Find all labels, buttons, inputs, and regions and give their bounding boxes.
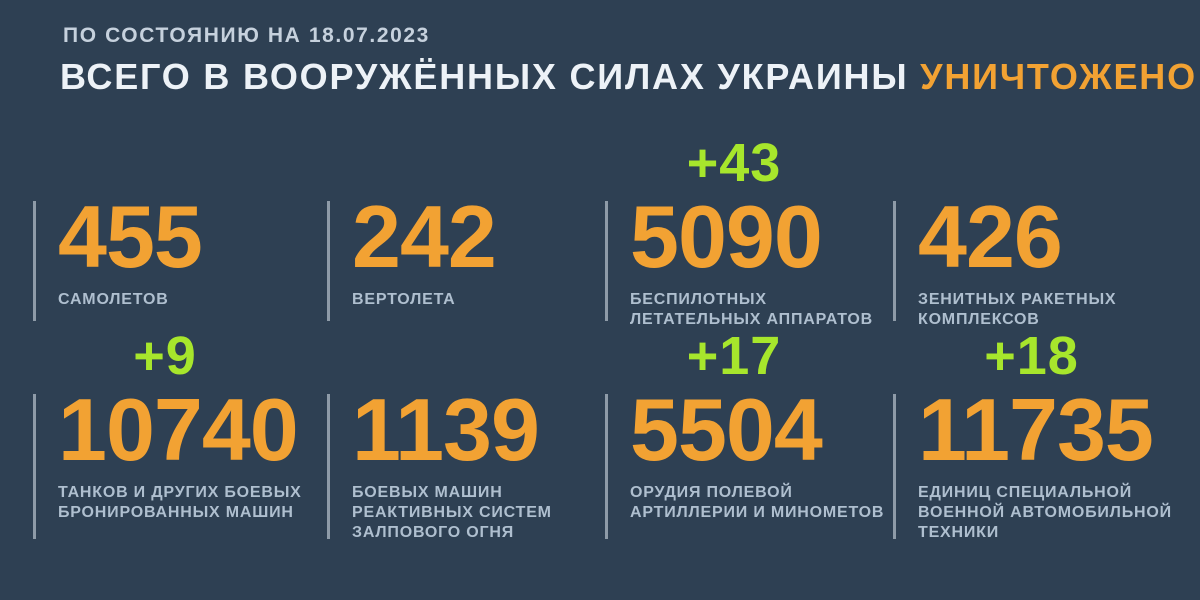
page-title-accent: УНИЧТОЖЕНО: — [920, 56, 1200, 97]
stat-label: ЕДИНИЦ СПЕЦИАЛЬНОЙ ВОЕННОЙ АВТОМОБИЛЬНОЙ… — [918, 484, 1172, 541]
stat-body: 10740 ТАНКОВ И ДРУГИХ БОЕВЫХ БРОНИРОВАНН… — [33, 380, 327, 539]
stat-delta: +43 — [686, 133, 782, 193]
stat-label: ОРУДИЯ ПОЛЕВОЙ АРТИЛЛЕРИИ И МИНОМЕТОВ — [630, 484, 885, 521]
stat-delta: +18 — [984, 326, 1079, 386]
stat-body: 242 ВЕРТОЛЕТА — [327, 187, 605, 321]
page-title-main: ВСЕГО В ВООРУЖЁННЫХ СИЛАХ УКРАИНЫ — [60, 56, 921, 97]
page-title: ВСЕГО В ВООРУЖЁННЫХ СИЛАХ УКРАИНЫ УНИЧТО… — [60, 56, 1200, 98]
stat-value: 11735 — [918, 380, 1154, 479]
stat-body: 5504 ОРУДИЯ ПОЛЕВОЙ АРТИЛЛЕРИИ И МИНОМЕТ… — [605, 380, 893, 539]
stat-value: 10740 — [58, 380, 299, 479]
stat-military-vehicles: +18 11735 ЕДИНИЦ СПЕЦИАЛЬНОЙ ВОЕННОЙ АВТ… — [893, 328, 1200, 543]
stat-tanks: +9 10740 ТАНКОВ И ДРУГИХ БОЕВЫХ БРОНИРОВ… — [33, 328, 327, 543]
stat-value: 5504 — [630, 380, 823, 479]
stats-row-2: +9 10740 ТАНКОВ И ДРУГИХ БОЕВЫХ БРОНИРОВ… — [0, 328, 1200, 543]
stat-body: 426 ЗЕНИТНЫХ РАКЕТНЫХ КОМПЛЕКСОВ — [893, 193, 1200, 330]
report-date: ПО СОСТОЯНИЮ НА 18.07.2023 — [63, 24, 430, 47]
stat-body: 455 САМОЛЕТОВ — [33, 187, 327, 321]
stat-artillery: +17 5504 ОРУДИЯ ПОЛЕВОЙ АРТИЛЛЕРИИ И МИН… — [605, 328, 893, 543]
stat-uav: +43 5090 БЕСПИЛОТНЫХ ЛЕТАТЕЛЬНЫХ АППАРАТ… — [605, 135, 893, 330]
stat-delta: +17 — [686, 326, 782, 386]
stat-label: САМОЛЕТОВ — [58, 291, 169, 308]
stat-label: ТАНКОВ И ДРУГИХ БОЕВЫХ БРОНИРОВАННЫХ МАШ… — [58, 484, 302, 521]
stat-delta: +9 — [133, 326, 197, 386]
stat-value: 455 — [58, 187, 203, 286]
stat-label: БОЕВЫХ МАШИН РЕАКТИВНЫХ СИСТЕМ ЗАЛПОВОГО… — [352, 484, 552, 541]
stat-label: ЗЕНИТНЫХ РАКЕТНЫХ КОМПЛЕКСОВ — [918, 291, 1117, 328]
stat-body: 11735 ЕДИНИЦ СПЕЦИАЛЬНОЙ ВОЕННОЙ АВТОМОБ… — [893, 386, 1200, 543]
stat-value: 5090 — [630, 187, 823, 286]
stats-row-1: 455 САМОЛЕТОВ 242 ВЕРТОЛЕТА +43 5090 БЕС… — [0, 135, 1200, 330]
stat-air-defense: 426 ЗЕНИТНЫХ РАКЕТНЫХ КОМПЛЕКСОВ — [893, 135, 1200, 330]
stat-mlrs: 1139 БОЕВЫХ МАШИН РЕАКТИВНЫХ СИСТЕМ ЗАЛП… — [327, 328, 605, 543]
stat-delta — [327, 328, 605, 386]
stat-delta — [327, 135, 605, 193]
stat-value: 426 — [918, 187, 1063, 286]
stat-label: БЕСПИЛОТНЫХ ЛЕТАТЕЛЬНЫХ АППАРАТОВ — [630, 291, 874, 328]
stat-label: ВЕРТОЛЕТА — [352, 291, 456, 308]
stat-delta — [33, 135, 327, 193]
stat-value: 1139 — [352, 380, 540, 479]
stat-value: 242 — [352, 187, 497, 286]
stat-helicopters: 242 ВЕРТОЛЕТА — [327, 135, 605, 330]
stat-aircraft: 455 САМОЛЕТОВ — [33, 135, 327, 330]
stat-body: 5090 БЕСПИЛОТНЫХ ЛЕТАТЕЛЬНЫХ АППАРАТОВ — [605, 193, 893, 330]
stat-delta — [893, 135, 1200, 193]
stat-body: 1139 БОЕВЫХ МАШИН РЕАКТИВНЫХ СИСТЕМ ЗАЛП… — [327, 386, 605, 543]
